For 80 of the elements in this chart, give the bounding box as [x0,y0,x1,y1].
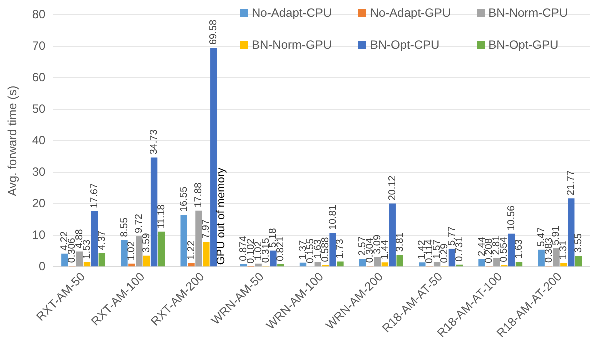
data-label: 34.73 [149,129,160,155]
data-label: 17.67 [89,183,100,208]
y-tick-label: 60 [32,70,46,84]
data-label: 1.63 [514,239,525,260]
bar [255,264,262,267]
bar [575,256,582,267]
bar [508,234,516,267]
annotation: GPU out of memory [215,167,228,266]
bar [143,256,150,267]
data-label: 1.02 [126,241,138,261]
data-label: 20.12 [387,175,398,201]
legend-label: BN-Opt-CPU [369,38,441,52]
bar [91,211,98,267]
legend-label: No-Adapt-CPU [251,6,334,20]
bar [203,242,210,267]
bar [396,255,404,267]
data-label: 10.81 [328,204,339,230]
data-label: 69.58 [208,20,220,46]
data-label: 17.88 [194,182,205,208]
data-label: 16.55 [178,186,190,212]
y-tick-label: 30 [32,164,46,179]
bar [188,263,195,267]
bar [419,262,426,267]
data-label: 21.77 [566,170,578,196]
data-label: 10.56 [506,205,518,231]
bar [568,198,575,267]
bar [84,262,91,267]
data-label: 3.59 [142,232,153,253]
data-label: 1.73 [335,238,346,259]
bar [314,262,322,267]
y-tick-label: 20 [32,196,46,210]
bar [389,204,396,267]
bar [76,252,84,267]
bar [374,257,382,267]
bar [382,262,389,267]
data-label: 3.55 [574,233,585,253]
bar [448,248,456,267]
data-label: 1.44 [380,240,391,260]
bar [434,262,441,267]
bar [150,158,158,267]
bar [128,264,136,267]
bar [180,215,188,267]
data-label: 1.31 [558,240,570,260]
bar [553,248,560,267]
legend-label: No-Adapt-GPU [369,6,452,20]
bar [136,236,143,267]
bar [337,262,344,267]
legend-label: BN-Opt-GPU [488,38,560,52]
data-label: 4.37 [96,230,108,250]
bar [494,258,500,267]
y-tick-label: 10 [32,228,46,242]
legend-label: BN-Norm-GPU [251,38,333,52]
bar [330,233,336,267]
data-label: 0.588 [320,236,332,262]
bar [158,232,166,267]
data-label: 9.72 [134,214,146,234]
y-tick-label: 70 [32,39,46,54]
bar [538,250,545,267]
bar [359,259,366,267]
legend-label: BN-Norm-CPU [488,6,569,20]
bar [121,240,128,267]
bar [478,259,486,267]
bar [210,48,218,267]
data-label: 3.81 [394,232,406,252]
data-label: 7.97 [201,219,212,240]
data-label: 0.731 [454,236,466,262]
y-tick-label: 80 [32,8,46,22]
y-tick-label: 50 [32,102,46,116]
y-axis-title: Avg. forward time (s) [6,86,20,196]
data-label: 1.22 [186,240,198,260]
y-tick-label: 0 [39,259,46,274]
bar [516,262,523,267]
bar [560,263,568,267]
y-tick-label: 40 [32,133,46,148]
bar [196,210,202,267]
bar [270,250,277,267]
data-label: 11.18 [156,204,168,229]
bar [98,253,106,267]
data-label: 8.55 [119,217,130,238]
bar [62,254,68,267]
